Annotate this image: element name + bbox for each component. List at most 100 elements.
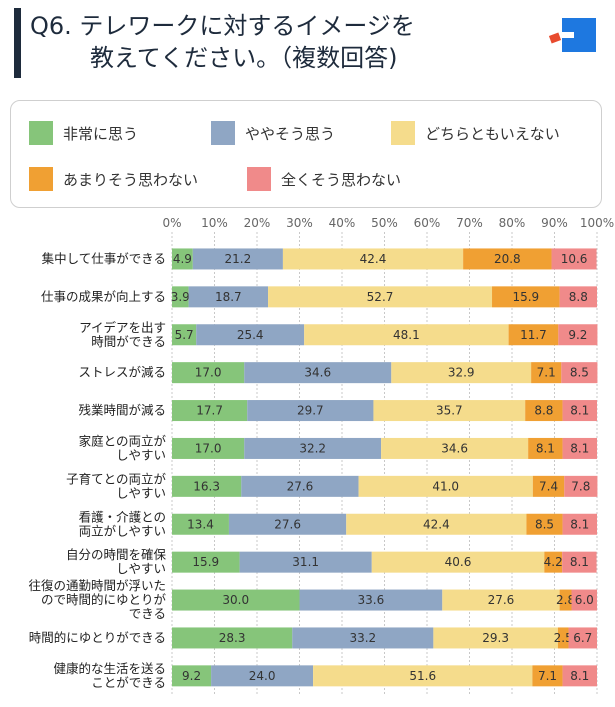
bar-segment: [282, 248, 464, 270]
data-label: 17.0: [195, 366, 222, 380]
data-label: 8.1: [570, 404, 589, 418]
data-label: 2.8: [556, 593, 575, 607]
x-tick-label: 100%: [580, 216, 614, 230]
data-label: 35.7: [436, 404, 463, 418]
data-label: 51.6: [409, 669, 436, 683]
x-tick-label: 90%: [541, 216, 568, 230]
bar-segment: [247, 400, 374, 422]
data-label: 8.8: [534, 404, 553, 418]
bar-segment: [561, 362, 598, 384]
category-label: 残業時間が減る: [78, 403, 166, 418]
bar-segment: [268, 286, 493, 308]
category-label: 集中して仕事ができる: [42, 251, 166, 266]
data-label: 25.4: [237, 328, 264, 342]
legend-label-4: あまりそう思わない: [63, 170, 199, 189]
bar-segment: [304, 324, 509, 346]
legend-item-3: どちらともいえない: [391, 121, 560, 145]
data-label: 17.7: [196, 404, 223, 418]
data-label: 3.9: [171, 290, 190, 304]
data-label: 33.6: [358, 593, 385, 607]
data-label: 27.6: [274, 517, 301, 531]
bar-segment: [172, 286, 189, 308]
data-label: 42.4: [423, 517, 450, 531]
brand-logo: [548, 18, 596, 52]
bar-segment: [172, 589, 300, 611]
data-label: 30.0: [222, 593, 249, 607]
data-label: 28.3: [219, 631, 246, 645]
data-label: 34.6: [304, 366, 331, 380]
bar-segment: [526, 513, 563, 535]
data-label: 11.7: [520, 328, 547, 342]
data-label: 31.1: [292, 555, 319, 569]
bar-segment: [292, 627, 434, 649]
bar-segment: [244, 437, 382, 459]
category-label: しやすい: [116, 447, 166, 462]
bar-segment: [433, 627, 558, 649]
bar-segment: [562, 513, 597, 535]
data-label: 8.8: [569, 290, 588, 304]
bar-segment: [532, 475, 565, 497]
bar-segment: [241, 475, 359, 497]
data-label: 7.4: [539, 479, 558, 493]
bar-segment: [525, 400, 563, 422]
legend-label-5: 全くそう思わない: [281, 170, 402, 189]
data-label: 15.9: [192, 555, 219, 569]
bar-segment: [172, 551, 240, 573]
title-line-2: 教えてください。（複数回答): [90, 44, 398, 72]
data-label: 42.4: [360, 252, 387, 266]
data-label: 21.2: [225, 252, 252, 266]
category-label: しやすい: [116, 561, 166, 576]
category-label: 時間ができる: [91, 334, 166, 349]
data-label: 9.2: [568, 328, 587, 342]
legend-item-5: 全くそう思わない: [247, 167, 401, 191]
data-label: 41.0: [432, 479, 459, 493]
category-label: しやすい: [116, 485, 166, 500]
bar-segment: [373, 400, 526, 422]
bar-segment: [172, 513, 229, 535]
bar-segment: [463, 248, 552, 270]
category-label: 両立がしやすい: [79, 523, 166, 538]
legend-label-1: 非常に思う: [63, 124, 139, 143]
bar-segment: [358, 475, 533, 497]
legend-label-3: どちらともいえない: [425, 124, 560, 143]
bar-segment: [196, 324, 305, 346]
data-label: 8.5: [570, 366, 589, 380]
bar-segment: [558, 324, 598, 346]
category-label: 自分の時間を確保: [66, 547, 167, 562]
bar-segment: [442, 589, 560, 611]
data-label: 10.6: [561, 252, 588, 266]
data-label: 32.9: [448, 366, 475, 380]
logo-red-shape: [548, 32, 562, 44]
bar-segment: [192, 248, 283, 270]
data-label: 7.1: [537, 366, 556, 380]
category-label: ストレスが減る: [78, 365, 166, 380]
legend-item-4: あまりそう思わない: [29, 167, 198, 191]
x-tick-label: 80%: [499, 216, 526, 230]
data-label: 17.0: [195, 441, 222, 455]
data-label: 5.7: [175, 328, 194, 342]
legend-swatch-4: [29, 167, 53, 191]
data-label: 29.3: [482, 631, 509, 645]
bar-segment: [188, 286, 269, 308]
bar-segment: [172, 324, 197, 346]
category-label: できる: [129, 606, 166, 621]
legend-box: 非常に思う ややそう思う どちらともいえない あまりそう思わない 全くそう思わな…: [10, 100, 602, 208]
bar-segment: [531, 362, 562, 384]
data-label: 32.2: [299, 441, 326, 455]
legend-swatch-2: [211, 121, 235, 145]
category-label: 家庭との両立が: [79, 433, 167, 448]
category-label: 看護・介護との: [79, 509, 166, 524]
logo-white-notch: [562, 32, 574, 38]
data-label: 4.2: [544, 555, 563, 569]
bar-segment: [381, 437, 529, 459]
bar-segment: [559, 286, 597, 308]
x-tick-label: 50%: [371, 216, 398, 230]
bar-segment: [562, 551, 597, 573]
data-label: 27.6: [488, 593, 515, 607]
category-label: 仕事の成果が向上する: [41, 289, 166, 304]
category-label: 子育てとの両立が: [66, 471, 166, 486]
legend-swatch-3: [391, 121, 415, 145]
bar-segment: [557, 627, 569, 649]
legend-swatch-5: [247, 167, 271, 191]
data-label: 8.1: [570, 669, 589, 683]
